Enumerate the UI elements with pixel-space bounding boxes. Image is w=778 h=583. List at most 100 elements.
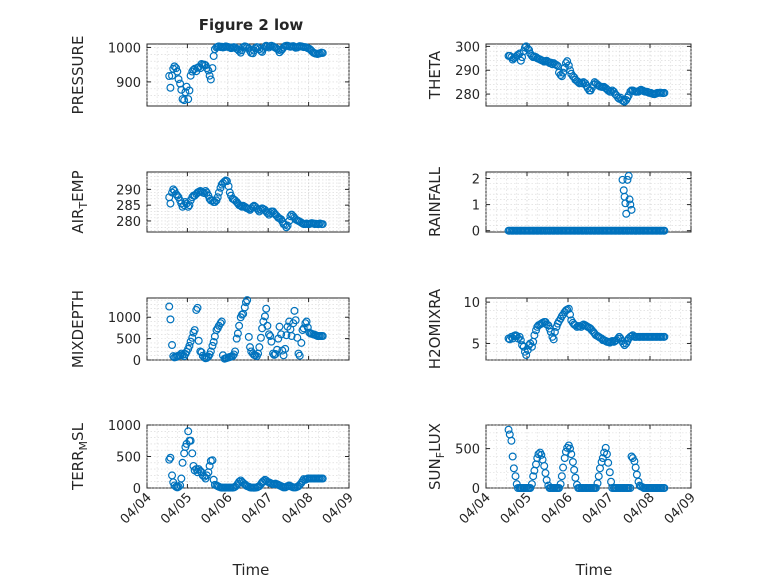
data-point xyxy=(273,345,282,354)
data-point xyxy=(508,452,517,461)
y-axis-label: H2OMIXRA xyxy=(426,288,444,369)
y-tick-label: 300 xyxy=(455,40,480,55)
y-tick-label: 1000 xyxy=(108,419,141,434)
data-point xyxy=(570,465,579,474)
x-tick-label: 04/09 xyxy=(662,490,699,527)
data-point xyxy=(290,306,299,315)
data-point xyxy=(282,223,291,232)
data-point xyxy=(193,303,202,312)
data-point xyxy=(256,46,265,55)
data-point xyxy=(567,450,576,459)
x-axis-label-left: Time xyxy=(232,561,270,579)
data-point xyxy=(216,319,225,328)
y-tick-label: 0 xyxy=(472,482,480,497)
y-tick-label: 280 xyxy=(455,88,480,103)
data-point xyxy=(554,484,563,493)
data-point xyxy=(168,341,177,350)
y-axis-label: TERRMSL xyxy=(69,422,90,491)
data-point xyxy=(188,333,197,342)
data-point xyxy=(185,86,194,95)
data-point xyxy=(184,95,193,104)
subplot-1: 900 1000 PRESSURE xyxy=(69,36,350,114)
y-axis-label: MIXDEPTH xyxy=(69,290,87,368)
data-point xyxy=(604,458,613,467)
y-tick-label: 0 xyxy=(133,482,141,497)
x-tick-label: 04/08 xyxy=(279,490,316,527)
data-point xyxy=(196,347,205,356)
data-point xyxy=(626,200,635,209)
data-point xyxy=(246,343,255,352)
data-point xyxy=(208,456,217,465)
data-point xyxy=(568,458,577,467)
data-point xyxy=(529,472,538,481)
data-point xyxy=(243,296,252,305)
y-axis-label: RAINFALL xyxy=(426,166,444,237)
data-point xyxy=(262,304,271,313)
data-point xyxy=(228,352,237,361)
data-point xyxy=(180,96,189,105)
data-point xyxy=(174,482,183,491)
data-point xyxy=(204,66,213,75)
data-point xyxy=(188,449,197,458)
data-point xyxy=(594,472,603,481)
data-point xyxy=(281,344,290,353)
subplot-6: 5 10 H2OMIXRA xyxy=(426,288,692,369)
data-point xyxy=(297,338,306,347)
data-point xyxy=(624,171,633,180)
y-tick-label: 10 xyxy=(463,296,480,311)
x-tick-label: 04/08 xyxy=(621,490,658,527)
data-point xyxy=(619,339,628,348)
data-point xyxy=(299,324,308,333)
data-point xyxy=(174,75,183,84)
data-point xyxy=(209,338,218,347)
data-point xyxy=(177,474,186,483)
y-tick-label: 500 xyxy=(116,333,141,348)
data-point xyxy=(563,57,572,66)
data-point xyxy=(240,303,249,312)
data-point xyxy=(626,484,635,493)
data-point xyxy=(237,202,246,211)
data-point xyxy=(318,332,327,341)
y-tick-label: 2 xyxy=(472,173,480,188)
y-tick-label: 500 xyxy=(455,443,480,458)
data-point xyxy=(556,480,565,489)
data-point xyxy=(614,334,623,343)
data-point xyxy=(516,56,525,65)
data-point xyxy=(166,83,175,92)
data-point xyxy=(557,472,566,481)
data-point xyxy=(208,64,217,73)
data-point xyxy=(549,335,558,344)
data-point xyxy=(301,319,310,328)
y-tick-label: 290 xyxy=(116,183,141,198)
data-point xyxy=(256,333,265,342)
data-point xyxy=(208,341,217,350)
data-point xyxy=(205,71,214,80)
data-point xyxy=(244,332,253,341)
data-point xyxy=(302,317,311,326)
data-point xyxy=(660,226,669,235)
data-point xyxy=(578,321,587,330)
y-axis-label: THETA xyxy=(426,50,444,100)
data-point xyxy=(614,93,623,102)
data-point xyxy=(277,330,286,339)
data-point xyxy=(265,330,274,339)
data-point xyxy=(557,72,566,81)
x-tick-label: 04/09 xyxy=(320,490,357,527)
data-point xyxy=(172,64,181,73)
data-point xyxy=(618,175,627,184)
data-point xyxy=(166,199,175,208)
data-point xyxy=(178,95,187,104)
data-point xyxy=(231,347,240,356)
x-tick-label: 04/07 xyxy=(580,490,617,527)
y-tick-label: 900 xyxy=(116,76,141,91)
data-point xyxy=(165,455,174,464)
data-point xyxy=(660,88,669,97)
y-tick-label: 285 xyxy=(116,199,141,214)
data-point xyxy=(283,221,292,230)
y-axis-label: SUNFLUX xyxy=(426,423,447,490)
data-point xyxy=(571,473,580,482)
data-point xyxy=(527,480,536,489)
data-point xyxy=(527,342,536,351)
